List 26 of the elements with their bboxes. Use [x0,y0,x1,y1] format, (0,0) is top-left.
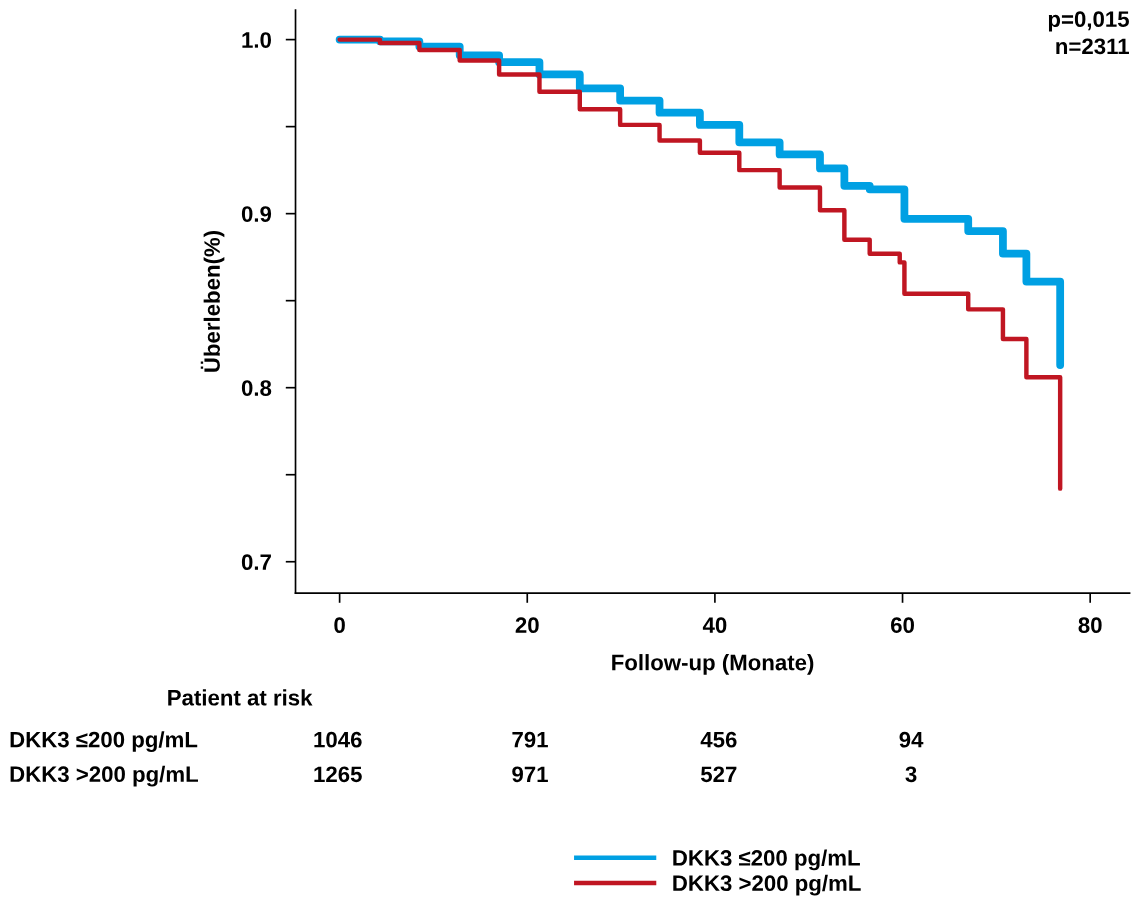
x-tick-label: 60 [891,617,914,633]
text: 791 [512,731,548,748]
text: 971 [512,766,548,783]
legend-label: DKK3 >200 pg/mL [673,874,861,896]
y-tick-label: 0.7 [241,554,271,570]
text: 527 [700,766,737,783]
text: DKK3 ≤200 pg/mL [10,731,198,752]
legend-label: DKK3 ≤200 pg/mL [673,849,860,871]
text: DKK3 >200 pg/mL [10,765,199,787]
text: 456 [700,731,737,748]
text: 1265 [314,766,362,783]
x-tick-label: 20 [515,617,539,633]
x-axis-title: Follow-up (Monate) [612,654,814,675]
text: 3 [905,766,917,783]
y-tick-label: 1.0 [242,32,271,48]
y-tick-label: 0.8 [241,380,272,396]
annotation: n=2311 [1056,38,1129,55]
x-tick-label: 0 [334,617,345,633]
text: 1046 [314,731,362,748]
y-axis-title: Überleben(%) [200,231,225,372]
x-tick-label: 40 [702,617,727,633]
text: 94 [899,731,924,748]
x-tick-label: 80 [1078,617,1102,633]
y-tick-label: 0.9 [241,206,272,222]
text: Patient at risk [168,689,313,706]
annotation: p=0,015 [1048,11,1129,32]
